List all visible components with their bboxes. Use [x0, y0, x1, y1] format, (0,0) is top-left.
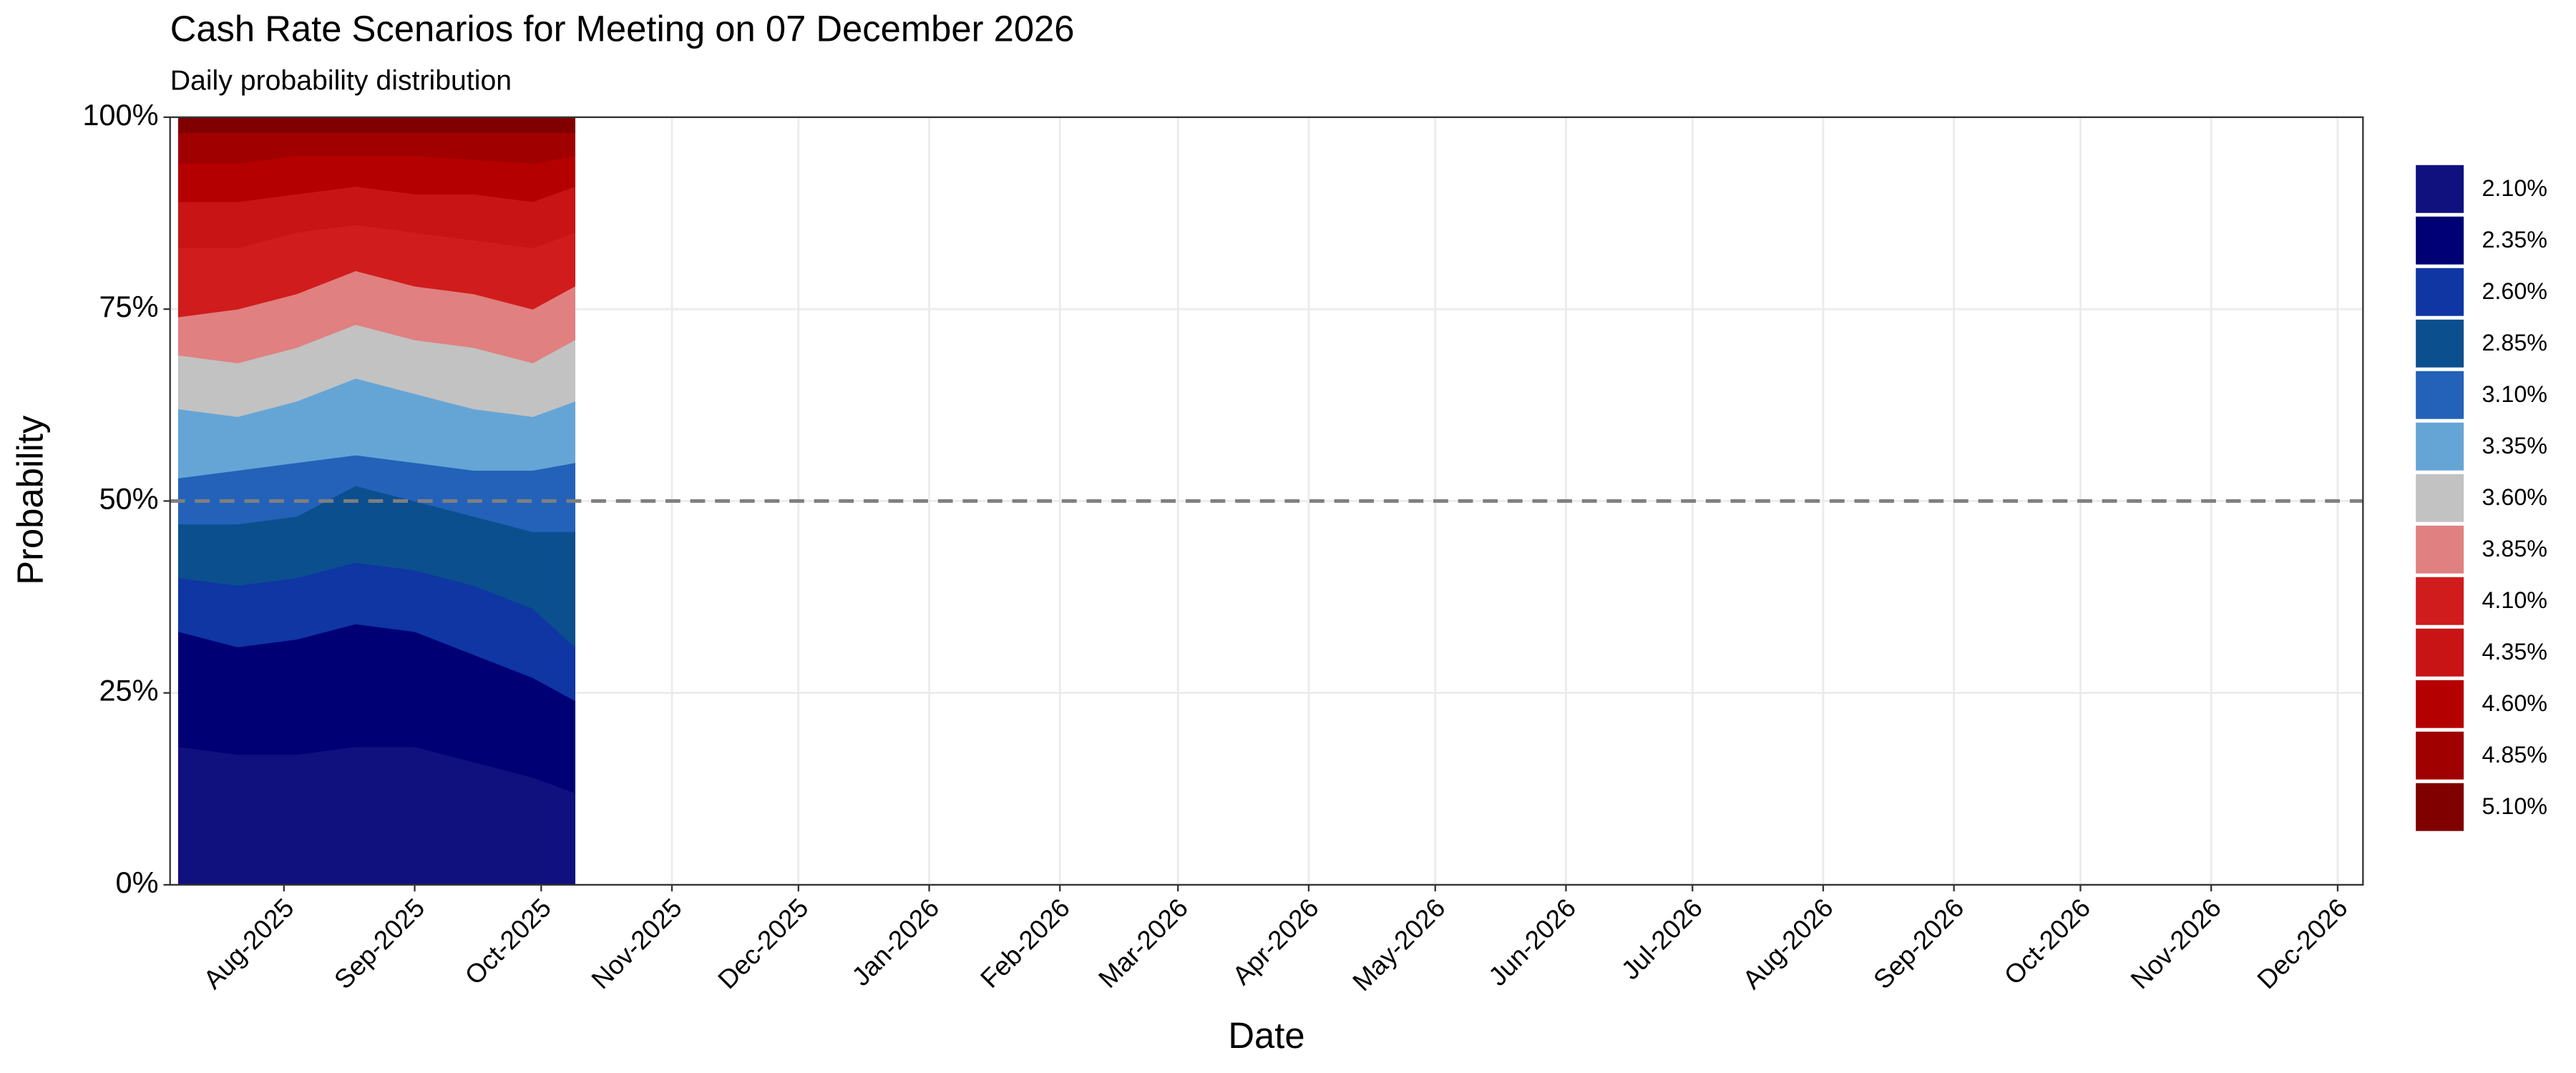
legend-label: 3.35%	[2482, 433, 2547, 459]
chart-subtitle: Daily probability distribution	[170, 65, 512, 97]
legend-label: 3.85%	[2482, 536, 2547, 562]
legend-label: 3.60%	[2482, 484, 2547, 510]
x-tick-label: Feb-2026	[975, 893, 1075, 994]
y-tick-label: 0%	[116, 866, 159, 899]
y-tick-label: 100%	[82, 98, 158, 132]
x-tick-label: Apr-2026	[1226, 893, 1324, 990]
x-tick-label: Oct-2026	[1999, 893, 2096, 990]
x-tick-label: Oct-2025	[459, 893, 557, 990]
legend-swatch	[2416, 525, 2464, 574]
y-tick-label: 50%	[99, 481, 158, 515]
y-tick-label: 75%	[99, 290, 158, 323]
x-tick-label: Dec-2026	[2252, 893, 2353, 994]
legend-swatch	[2416, 474, 2464, 522]
legend-label: 2.85%	[2482, 330, 2547, 356]
legend-label: 2.10%	[2482, 175, 2547, 201]
y-axis-title: Probability	[10, 415, 51, 585]
x-tick-label: Dec-2025	[712, 893, 814, 994]
legend-label: 4.10%	[2482, 587, 2547, 613]
legend-label: 4.60%	[2482, 690, 2547, 716]
x-tick-label: Jul-2026	[1616, 893, 1708, 985]
x-tick-label: Nov-2026	[2125, 893, 2227, 994]
legend-label: 4.85%	[2482, 742, 2547, 768]
legend-label: 4.35%	[2482, 639, 2547, 665]
x-tick-label: May-2026	[1347, 893, 1450, 996]
legend-label: 3.10%	[2482, 381, 2547, 407]
legend-label: 2.60%	[2482, 278, 2547, 304]
x-tick-label: Jun-2026	[1483, 893, 1581, 991]
legend-swatch	[2416, 783, 2464, 831]
legend-swatch	[2416, 680, 2464, 728]
x-axis-title: Date	[1228, 1015, 1304, 1056]
y-tick-label: 25%	[99, 674, 158, 707]
x-tick-label: Mar-2026	[1093, 893, 1194, 994]
x-tick-label: Nov-2025	[586, 893, 688, 994]
legend-swatch	[2416, 422, 2464, 471]
area	[177, 117, 576, 133]
legend-swatch	[2416, 731, 2464, 780]
legend-swatch	[2416, 216, 2464, 265]
x-tick-label: Jan-2026	[846, 893, 945, 991]
x-tick-label: Sep-2026	[1868, 893, 1969, 994]
legend-label: 2.35%	[2482, 227, 2547, 253]
x-tick-label: Sep-2025	[328, 893, 430, 994]
legend-label: 5.10%	[2482, 793, 2547, 819]
legend-swatch	[2416, 319, 2464, 368]
legend-swatch	[2416, 628, 2464, 677]
legend-swatch	[2416, 165, 2464, 213]
x-tick-label: Aug-2025	[197, 893, 299, 994]
legend-swatch	[2416, 371, 2464, 419]
legend-swatch	[2416, 577, 2464, 625]
legend-swatch	[2416, 268, 2464, 316]
chart-title: Cash Rate Scenarios for Meeting on 07 De…	[170, 8, 1075, 49]
x-tick-label: Aug-2026	[1737, 893, 1839, 994]
